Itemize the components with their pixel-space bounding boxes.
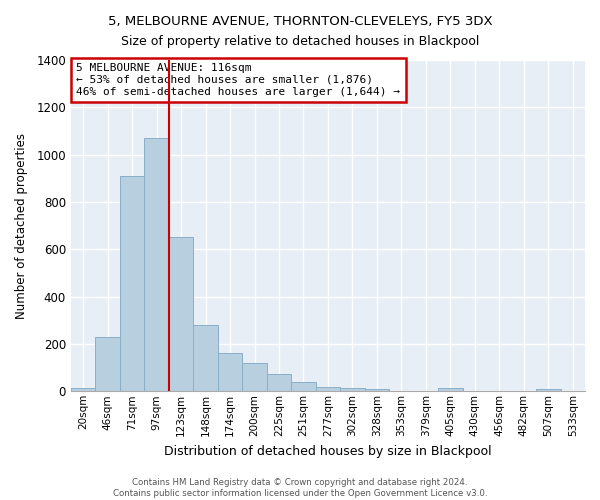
Bar — [120, 176, 145, 392]
Bar — [242, 363, 267, 392]
Bar — [145, 138, 169, 392]
Bar — [365, 389, 389, 392]
Text: 5, MELBOURNE AVENUE, THORNTON-CLEVELEYS, FY5 3DX: 5, MELBOURNE AVENUE, THORNTON-CLEVELEYS,… — [107, 15, 493, 28]
Bar — [95, 337, 120, 392]
Bar — [267, 374, 291, 392]
Bar — [193, 325, 218, 392]
Text: Size of property relative to detached houses in Blackpool: Size of property relative to detached ho… — [121, 35, 479, 48]
Text: Contains HM Land Registry data © Crown copyright and database right 2024.
Contai: Contains HM Land Registry data © Crown c… — [113, 478, 487, 498]
Bar — [71, 388, 95, 392]
Bar — [316, 386, 340, 392]
Bar — [340, 388, 365, 392]
Text: 5 MELBOURNE AVENUE: 116sqm
← 53% of detached houses are smaller (1,876)
46% of s: 5 MELBOURNE AVENUE: 116sqm ← 53% of deta… — [76, 64, 400, 96]
Bar — [536, 389, 560, 392]
X-axis label: Distribution of detached houses by size in Blackpool: Distribution of detached houses by size … — [164, 444, 492, 458]
Y-axis label: Number of detached properties: Number of detached properties — [15, 132, 28, 318]
Bar — [169, 238, 193, 392]
Bar — [291, 382, 316, 392]
Bar — [438, 388, 463, 392]
Bar — [218, 354, 242, 392]
